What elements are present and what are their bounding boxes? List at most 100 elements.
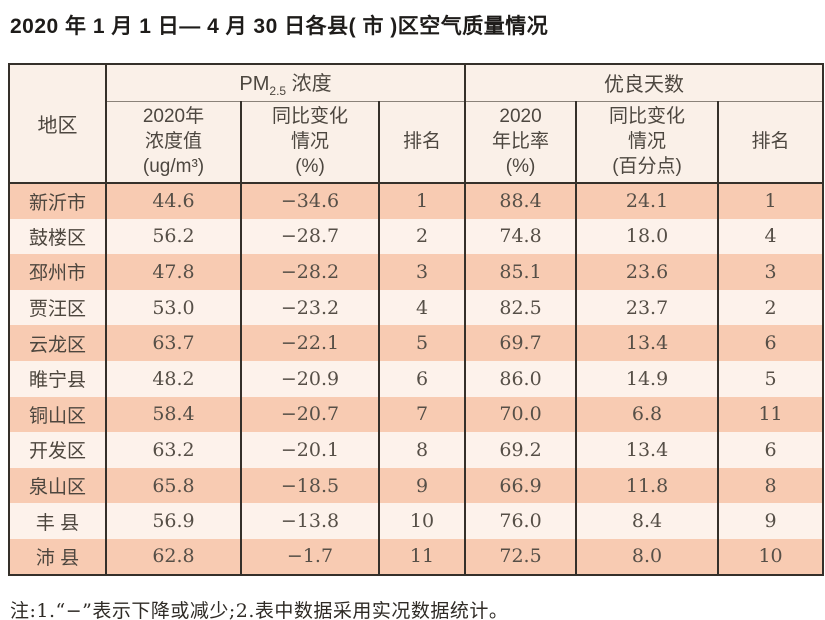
good-change-cell: 24.1 xyxy=(575,183,719,219)
good-change-cell: 18.0 xyxy=(575,218,719,255)
good-change-cell: 23.6 xyxy=(575,254,719,290)
good-ratio-cell: 66.9 xyxy=(464,467,577,504)
pm25-value-cell: 65.8 xyxy=(105,467,241,504)
pm25-change-cell: −28.2 xyxy=(240,254,379,290)
good-ratio-cell: 82.5 xyxy=(464,289,577,326)
pm25-change-cell: −1.7 xyxy=(240,538,379,575)
good-rank-header: 排名 xyxy=(717,101,824,184)
region-column-header: 地区 xyxy=(9,64,106,184)
table-row: 鼓楼区 56.2 −28.7 2 74.8 18.0 4 xyxy=(9,218,824,255)
pm25-change-cell: −18.5 xyxy=(240,467,379,504)
good-change-cell: 14.9 xyxy=(575,360,719,397)
pm25-change-cell: −20.7 xyxy=(240,396,379,433)
pm25-change-cell: −34.6 xyxy=(240,183,379,219)
good-ratio-cell: 70.0 xyxy=(464,396,577,433)
pm25-change-cell: −13.8 xyxy=(240,503,379,539)
good-ratio-cell: 85.1 xyxy=(464,254,577,290)
region-cell: 鼓楼区 xyxy=(28,227,86,249)
good-ratio-cell: 74.8 xyxy=(464,218,577,255)
good-ratio-cell: 76.0 xyxy=(464,503,577,539)
table-row: 铜山区 58.4 −20.7 7 70.0 6.8 11 xyxy=(9,396,824,433)
good-rank-cell: 6 xyxy=(717,325,824,361)
pm25-rank-cell: 6 xyxy=(377,360,466,397)
good-change-cell: 8.0 xyxy=(575,538,719,575)
table-row: 丰 县 56.9 −13.8 10 76.0 8.4 9 xyxy=(9,503,824,539)
table-row: 邳州市 47.8 −28.2 3 85.1 23.6 3 xyxy=(9,254,824,290)
good-rank-cell: 8 xyxy=(717,467,824,504)
pm25-value-cell: 63.7 xyxy=(105,325,241,361)
pm25-label-suffix: 浓度 xyxy=(286,73,332,96)
good-rank-cell: 2 xyxy=(717,289,824,326)
region-cell: 丰 县 xyxy=(35,512,80,534)
pm25-value-cell: 58.4 xyxy=(105,396,241,433)
good-ratio-cell: 86.0 xyxy=(464,360,577,397)
pm25-change-cell: −28.7 xyxy=(240,218,379,255)
pm25-rank-cell: 7 xyxy=(377,396,466,433)
pm25-rank-header: 排名 xyxy=(377,101,466,184)
pm25-value-cell: 62.8 xyxy=(105,538,241,575)
pm25-rank-cell: 11 xyxy=(377,538,466,575)
pm25-change-cell: −23.2 xyxy=(240,289,379,326)
good-change-cell: 13.4 xyxy=(575,325,719,361)
region-cell: 铜山区 xyxy=(28,405,86,427)
region-cell: 开发区 xyxy=(28,441,86,463)
region-cell: 睢宁县 xyxy=(28,370,86,392)
pm25-value-cell: 47.8 xyxy=(105,254,241,290)
pm25-change-cell: −20.9 xyxy=(240,360,379,397)
table-row: 云龙区 63.7 −22.1 5 69.7 13.4 6 xyxy=(9,325,824,361)
good-change-cell: 6.8 xyxy=(575,396,719,433)
good-ratio-cell: 88.4 xyxy=(464,183,577,219)
air-quality-table: 地区 PM2.5 浓度 优良天数 2020年 浓度值 (ug/m³) 同比变化 … xyxy=(8,63,825,576)
good-change-cell: 13.4 xyxy=(575,432,719,468)
good-rank-cell: 10 xyxy=(717,538,824,575)
good-rank-cell: 4 xyxy=(717,218,824,255)
region-cell: 沛 县 xyxy=(35,547,80,569)
pm25-change-cell: −22.1 xyxy=(240,325,379,361)
region-cell: 云龙区 xyxy=(28,334,86,356)
good-ratio-header: 2020 年比率 (%) xyxy=(464,101,577,184)
good-rank-cell: 5 xyxy=(717,360,824,397)
region-cell: 新沂市 xyxy=(28,192,86,214)
table-row: 睢宁县 48.2 −20.9 6 86.0 14.9 5 xyxy=(9,360,824,397)
good-ratio-cell: 72.5 xyxy=(464,538,577,575)
pm25-change-cell: −20.1 xyxy=(240,432,379,468)
pm25-label-prefix: PM xyxy=(239,73,270,96)
pm25-rank-cell: 1 xyxy=(377,183,466,219)
table-row: 贾汪区 53.0 −23.2 4 82.5 23.7 2 xyxy=(9,289,824,326)
good-change-header: 同比变化 情况 (百分点) xyxy=(575,101,719,184)
good-rank-cell: 1 xyxy=(717,183,824,219)
pm25-label-subscript: 2.5 xyxy=(269,84,287,99)
pm25-value-cell: 44.6 xyxy=(105,183,241,219)
table-row: 开发区 63.2 −20.1 8 69.2 13.4 6 xyxy=(9,432,824,468)
good-change-cell: 11.8 xyxy=(575,467,719,504)
region-cell: 泉山区 xyxy=(28,477,86,499)
good-ratio-cell: 69.2 xyxy=(464,432,577,468)
region-cell: 贾汪区 xyxy=(28,299,86,321)
good-rank-cell: 9 xyxy=(717,503,824,539)
pm25-group-header: PM2.5 浓度 xyxy=(104,64,466,102)
pm25-value-cell: 56.9 xyxy=(105,503,241,539)
good-rank-cell: 11 xyxy=(717,396,824,433)
pm25-change-header: 同比变化 情况 (%) xyxy=(240,101,379,184)
group-header-row: 地区 PM2.5 浓度 优良天数 xyxy=(9,64,824,184)
footnote: 注:1.“−”表示下降或减少;2.表中数据采用实况数据统计。 xyxy=(10,599,509,620)
table-row: 新沂市 44.6 −34.6 1 88.4 24.1 1 xyxy=(9,183,824,219)
good-days-group-header: 优良天数 xyxy=(464,64,824,102)
good-rank-cell: 3 xyxy=(717,254,824,290)
pm25-value-cell: 56.2 xyxy=(105,218,241,255)
pm25-value-cell: 63.2 xyxy=(105,432,241,468)
good-rank-cell: 6 xyxy=(717,432,824,468)
good-ratio-cell: 69.7 xyxy=(464,325,577,361)
sub-header-row: 2020年 浓度值 (ug/m³) 同比变化 情况 (%) 排名 2020 年比… xyxy=(9,101,824,184)
pm25-rank-cell: 8 xyxy=(377,432,466,468)
pm25-value-header: 2020年 浓度值 (ug/m³) xyxy=(105,101,241,184)
region-cell: 邳州市 xyxy=(28,263,86,285)
table-row: 沛 县 62.8 −1.7 11 72.5 8.0 10 xyxy=(9,538,824,575)
good-change-cell: 23.7 xyxy=(575,289,719,326)
pm25-rank-cell: 5 xyxy=(377,325,466,361)
pm25-value-cell: 53.0 xyxy=(105,289,241,326)
pm25-rank-cell: 2 xyxy=(377,218,466,255)
pm25-rank-cell: 10 xyxy=(377,503,466,539)
page-title: 2020 年 1 月 1 日— 4 月 30 日各县( 市 )区空气质量情况 xyxy=(10,15,549,38)
